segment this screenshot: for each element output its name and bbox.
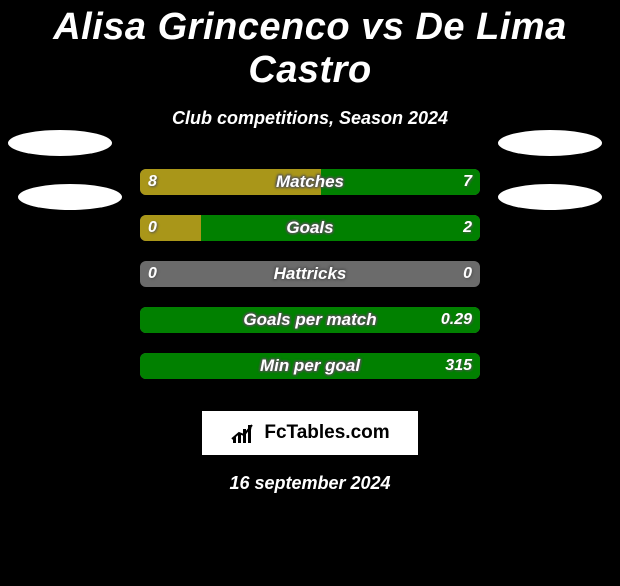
stat-label: Matches [140, 169, 480, 195]
page-title: Alisa Grincenco vs De Lima Castro [0, 6, 620, 92]
decoration-ellipse [8, 130, 112, 156]
fctables-badge: FcTables.com [202, 411, 418, 455]
stat-label: Min per goal [140, 353, 480, 379]
stat-row: Min per goal315 [0, 353, 620, 399]
stat-value-left: 8 [148, 169, 157, 195]
fctables-label: FcTables.com [264, 422, 389, 444]
stat-label: Goals per match [140, 307, 480, 333]
stat-value-left: 0 [148, 215, 157, 241]
stat-label: Hattricks [140, 261, 480, 287]
stat-value-left: 0 [148, 261, 157, 287]
stat-row: Hattricks0 0 [0, 261, 620, 307]
stat-value-right: 0 [463, 261, 472, 287]
date: 16 september 2024 [0, 473, 620, 494]
stat-value-right: 2 [463, 215, 472, 241]
stat-label: Goals [140, 215, 480, 241]
stat-value-right: 7 [463, 169, 472, 195]
decoration-ellipse [498, 130, 602, 156]
stat-value-right: 0.29 [441, 307, 472, 333]
chart-icon [230, 421, 260, 445]
decoration-ellipse [498, 184, 602, 210]
stat-row: Goals per match0.29 [0, 307, 620, 353]
stat-row: Goals0 2 [0, 215, 620, 261]
subtitle: Club competitions, Season 2024 [0, 108, 620, 129]
stat-value-right: 315 [445, 353, 472, 379]
decoration-ellipse [18, 184, 122, 210]
